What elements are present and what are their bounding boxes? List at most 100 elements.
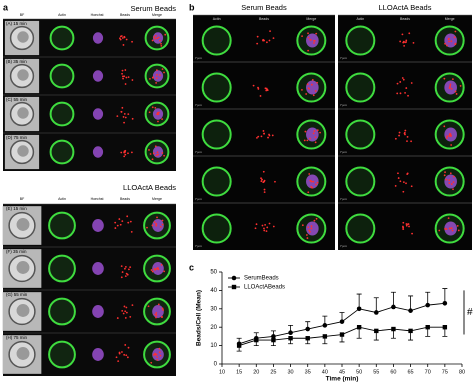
bead — [122, 116, 125, 118]
scale-label: 7 μm — [195, 103, 202, 107]
bead — [408, 225, 410, 228]
bead — [119, 223, 122, 226]
bead — [124, 69, 127, 71]
bead — [123, 151, 126, 154]
data-point — [288, 336, 293, 341]
x-tick-label: 45 — [339, 369, 345, 375]
annotation: # — [467, 307, 473, 318]
bead — [152, 76, 155, 79]
bead — [157, 153, 159, 156]
bead — [309, 230, 311, 233]
bead — [449, 135, 451, 137]
actin-ring — [48, 254, 76, 283]
bead — [309, 38, 311, 41]
row-label: (G) 55 min — [6, 292, 28, 297]
bead — [404, 129, 407, 132]
bead — [151, 270, 154, 273]
bead — [125, 354, 128, 357]
bead — [154, 313, 157, 316]
x-tick-label: 15 — [236, 369, 242, 375]
bead — [124, 153, 127, 156]
bead — [114, 227, 117, 229]
bead — [154, 145, 157, 148]
bead — [310, 185, 313, 188]
bead — [163, 154, 166, 157]
scale-label: 7 μm — [195, 244, 202, 248]
bead — [394, 185, 397, 187]
bead — [125, 76, 128, 79]
data-point — [391, 304, 396, 310]
actin-ring — [48, 297, 76, 326]
bead — [401, 33, 404, 36]
bead — [154, 352, 156, 355]
nucleus — [92, 305, 104, 318]
column-header: Beads — [259, 17, 269, 21]
bead — [155, 223, 158, 225]
bead — [252, 84, 255, 87]
bead — [445, 178, 448, 181]
bead — [403, 45, 406, 47]
bead — [454, 42, 457, 45]
column-header: Actin — [213, 17, 221, 21]
bead — [305, 93, 308, 95]
bead — [124, 116, 127, 119]
bead — [156, 151, 159, 154]
bead — [272, 37, 275, 40]
bead — [262, 170, 265, 173]
bead — [309, 179, 312, 182]
bead — [156, 37, 159, 40]
bead — [398, 134, 400, 137]
bead — [131, 304, 134, 307]
bead — [405, 182, 407, 185]
bead — [307, 32, 309, 35]
error-bar — [356, 293, 362, 309]
bead — [124, 275, 127, 277]
nucleus — [306, 33, 319, 48]
bead — [450, 183, 453, 185]
actin-ring — [345, 72, 376, 103]
bead — [271, 134, 274, 137]
nucleus — [306, 221, 319, 236]
bead — [155, 267, 158, 270]
bead — [118, 218, 121, 220]
bead — [148, 149, 150, 151]
bead — [313, 39, 315, 42]
bead — [266, 89, 269, 92]
bead — [158, 347, 161, 350]
bead — [443, 77, 446, 80]
nucleus — [92, 348, 104, 361]
bead — [449, 83, 452, 86]
column-header: BF — [20, 13, 24, 17]
bead — [454, 30, 457, 33]
actin-ring — [201, 25, 232, 56]
bead — [259, 95, 262, 97]
bead — [154, 268, 156, 271]
bead — [319, 131, 321, 134]
panel-label: b — [189, 2, 195, 12]
y-axis-label: Beads/Cell (Mean) — [196, 290, 203, 346]
bead — [255, 223, 258, 226]
bead — [411, 232, 413, 235]
nucleus — [152, 70, 164, 82]
row-label: (E) 15 min — [6, 206, 27, 211]
nucleus — [444, 80, 457, 95]
data-point — [322, 323, 328, 328]
bead — [316, 181, 319, 184]
bead — [117, 360, 120, 363]
nucleus — [92, 219, 104, 232]
column-header: Hoechst — [91, 197, 104, 201]
bead — [402, 221, 405, 224]
row-label: (H) 75 min — [6, 335, 28, 340]
y-tick-label: 40 — [210, 288, 217, 294]
data-point — [425, 302, 431, 308]
bead — [121, 351, 123, 353]
bead — [448, 182, 451, 185]
bead — [316, 81, 319, 84]
bead — [403, 131, 406, 134]
column-header: Beads — [400, 17, 410, 21]
bead — [120, 265, 123, 268]
bead — [263, 39, 265, 42]
data-point — [442, 325, 448, 330]
x-tick-label: 35 — [305, 369, 311, 375]
scale-label: 7 μm — [340, 244, 347, 248]
